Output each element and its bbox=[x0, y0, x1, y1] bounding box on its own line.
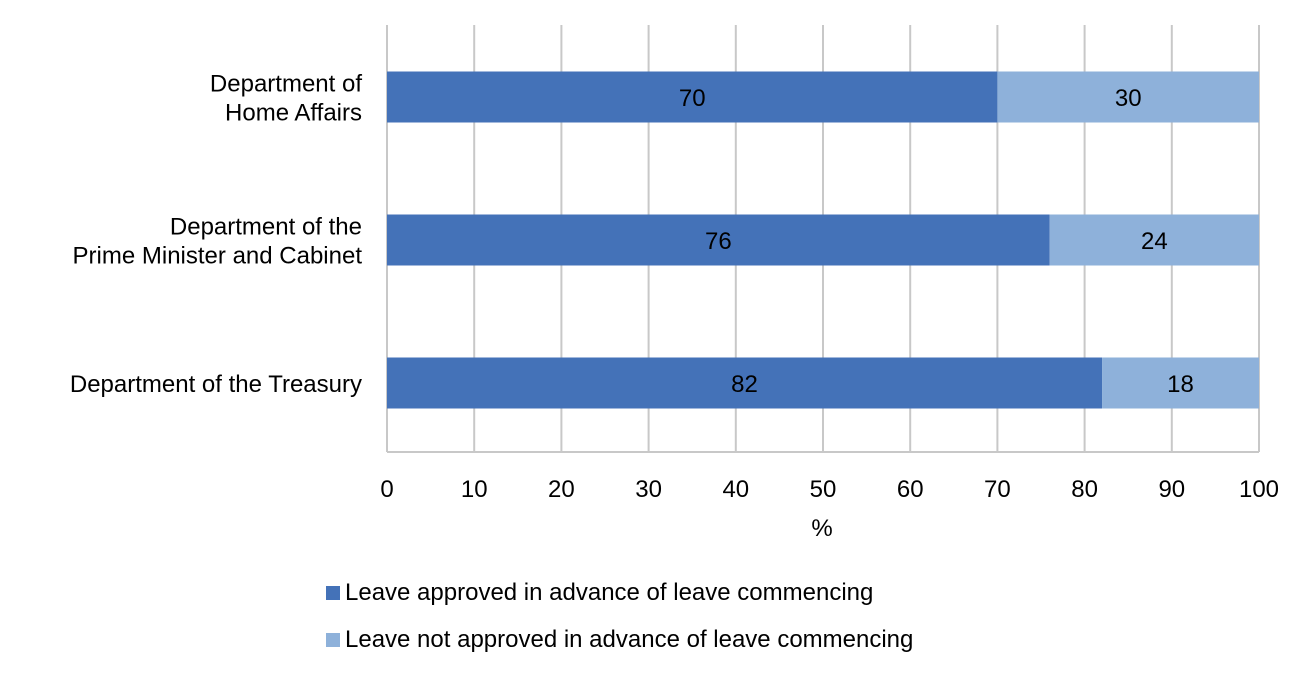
legend-label: Leave approved in advance of leave comme… bbox=[345, 579, 873, 606]
category-label: Department of the Prime Minister and Cabi… bbox=[73, 214, 363, 270]
x-tick-label: 10 bbox=[461, 476, 488, 503]
category-label-line: Department of bbox=[210, 71, 362, 98]
category-label: Department of the Treasury bbox=[70, 371, 362, 398]
bar-value-label: 70 bbox=[679, 85, 706, 112]
legend-swatch bbox=[326, 586, 340, 600]
category-label-line: Department of the Treasury bbox=[70, 371, 362, 398]
category-label-line: Department of the bbox=[170, 214, 362, 241]
x-tick-label: 60 bbox=[897, 476, 924, 503]
category-label: Department of Home Affairs bbox=[210, 71, 362, 127]
bar-segment-series0-cat2 bbox=[387, 357, 1103, 409]
bar-segment-series1-cat1 bbox=[1049, 214, 1259, 266]
category-labels: Department of Home Affairs Department of t… bbox=[70, 71, 362, 399]
bars bbox=[387, 71, 1259, 409]
category-label-line: Home Affairs bbox=[225, 100, 362, 127]
bar-segment-series1-cat2 bbox=[1102, 357, 1259, 409]
x-tick-label: 90 bbox=[1158, 476, 1185, 503]
bar-segment-series0-cat0 bbox=[387, 71, 998, 123]
bar-value-labels: 70 30 76 24 82 18 bbox=[679, 85, 1194, 398]
x-tick-label: 80 bbox=[1071, 476, 1098, 503]
legend-label: Leave not approved in advance of leave c… bbox=[345, 626, 913, 653]
bar-value-label: 82 bbox=[731, 371, 758, 398]
x-tick-label: 40 bbox=[722, 476, 749, 503]
x-tick-label: 50 bbox=[810, 476, 837, 503]
legend: Leave approved in advance of leave comme… bbox=[326, 579, 913, 653]
x-tick-labels: 0 10 20 30 40 50 60 70 80 90 100 bbox=[380, 476, 1279, 503]
x-tick-label: 100 bbox=[1239, 476, 1279, 503]
x-tick-label: 0 bbox=[380, 476, 393, 503]
x-axis-title: % bbox=[811, 515, 832, 542]
bar-segment-series1-cat0 bbox=[997, 71, 1259, 123]
x-tick-label: 30 bbox=[635, 476, 662, 503]
bar-segment-series0-cat1 bbox=[387, 214, 1050, 266]
bar-value-label: 24 bbox=[1141, 228, 1168, 255]
bar-value-label: 76 bbox=[705, 228, 732, 255]
bar-value-label: 30 bbox=[1115, 85, 1142, 112]
legend-swatch bbox=[326, 633, 340, 647]
x-tick-label: 70 bbox=[984, 476, 1011, 503]
bar-value-label: 18 bbox=[1167, 371, 1194, 398]
category-label-line: Prime Minister and Cabinet bbox=[73, 243, 363, 270]
x-tick-label: 20 bbox=[548, 476, 575, 503]
